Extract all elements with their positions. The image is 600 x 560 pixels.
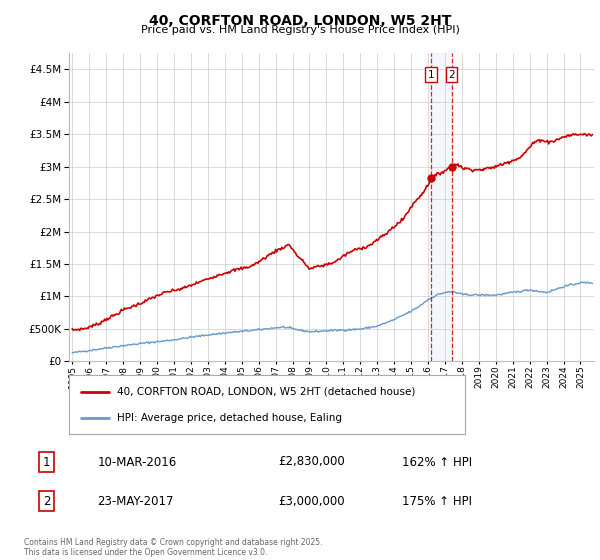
Text: Contains HM Land Registry data © Crown copyright and database right 2025.
This d: Contains HM Land Registry data © Crown c… [24,538,323,557]
Text: 23-MAY-2017: 23-MAY-2017 [97,494,174,508]
Text: Price paid vs. HM Land Registry's House Price Index (HPI): Price paid vs. HM Land Registry's House … [140,25,460,35]
Text: 1: 1 [428,69,434,80]
Text: 1: 1 [43,455,50,469]
Bar [431,53,452,361]
Text: 40, CORFTON ROAD, LONDON, W5 2HT: 40, CORFTON ROAD, LONDON, W5 2HT [149,14,451,28]
Text: 162% ↑ HPI: 162% ↑ HPI [402,455,472,469]
Text: 40, CORFTON ROAD, LONDON, W5 2HT (detached house): 40, CORFTON ROAD, LONDON, W5 2HT (detach… [116,386,415,396]
Text: £2,830,000: £2,830,000 [278,455,344,469]
Text: 2: 2 [448,69,455,80]
Text: 175% ↑ HPI: 175% ↑ HPI [402,494,472,508]
Text: £3,000,000: £3,000,000 [278,494,344,508]
Text: HPI: Average price, detached house, Ealing: HPI: Average price, detached house, Eali… [116,413,341,423]
Text: 10-MAR-2016: 10-MAR-2016 [97,455,176,469]
Text: 2: 2 [43,494,50,508]
